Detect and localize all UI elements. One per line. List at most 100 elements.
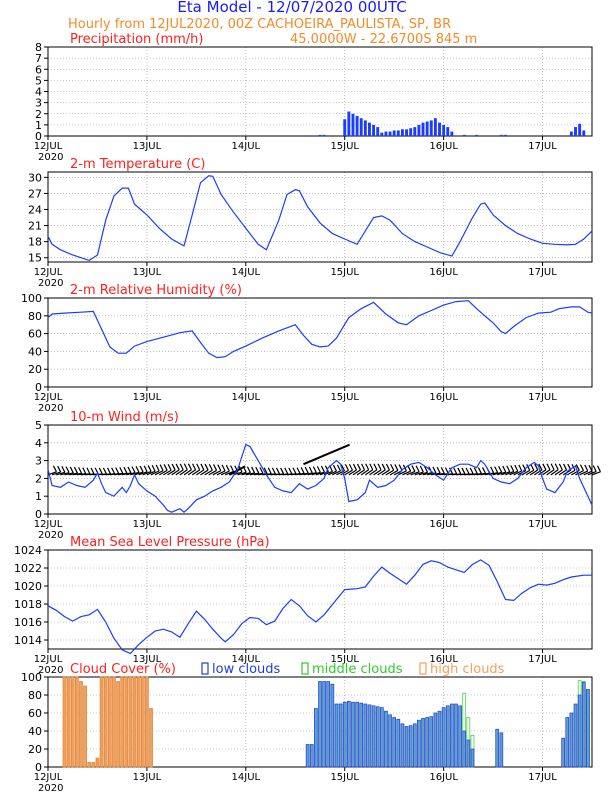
wind-barb-shaft bbox=[513, 470, 523, 476]
precip-bar bbox=[351, 113, 355, 136]
wind-barb-shaft bbox=[418, 471, 428, 476]
wind-barb-flag bbox=[361, 463, 366, 471]
wind-barb-flag bbox=[57, 465, 62, 473]
high-cloud-bar bbox=[62, 676, 67, 768]
low-cloud-bar bbox=[581, 682, 586, 768]
rh-series-line bbox=[47, 300, 593, 359]
wind-barb-flag bbox=[179, 463, 184, 471]
low-cloud-bar bbox=[318, 681, 322, 768]
wind-barb-flag bbox=[171, 463, 176, 471]
panel-mslp: 1014 1016 1018 1020 1022 1024 12JUL 13JUL 14JUL 1… bbox=[14, 535, 593, 676]
chart-title: Eta Model - 12/07/2020 00UTC bbox=[177, 0, 406, 16]
x-tick-label: 14JUL bbox=[232, 267, 261, 278]
wind-barb-shaft bbox=[315, 471, 325, 476]
low-cloud-bar bbox=[400, 723, 405, 768]
wind-barb-flag bbox=[284, 467, 289, 475]
x-tick-label: 17JUL bbox=[528, 654, 557, 665]
wind-barb-flag bbox=[221, 464, 226, 472]
wind-barb-flag bbox=[542, 463, 547, 471]
y-tick-label: 3 bbox=[35, 455, 42, 468]
x-tick-label: 16JUL bbox=[429, 392, 458, 403]
wind-barb-flag bbox=[251, 466, 256, 474]
panel-rh: 0 20 40 60 80 100 12JUL 13JUL 14JUL 15JUL 16JUL 17J… bbox=[21, 283, 593, 414]
wind-barb-shaft bbox=[554, 469, 563, 476]
low-cloud-bar bbox=[309, 744, 314, 768]
wind-barb-flag bbox=[65, 466, 70, 473]
plot-frame bbox=[47, 297, 593, 388]
high-cloud-bar bbox=[87, 762, 92, 768]
y-tick-label: 100 bbox=[21, 671, 42, 684]
wind-arrow bbox=[303, 443, 350, 466]
wind-barb-flag bbox=[135, 466, 140, 473]
low-cloud-bar bbox=[445, 705, 450, 768]
y-tick-label: 27 bbox=[28, 187, 42, 200]
y-tick-label: 5 bbox=[35, 74, 42, 87]
low-cloud-bar bbox=[355, 701, 359, 768]
y-tick-label: 5 bbox=[35, 419, 42, 432]
wind-barb-shaft bbox=[505, 470, 515, 476]
wind-barb-shaft bbox=[220, 470, 230, 476]
precip-bar bbox=[409, 128, 413, 136]
low-cloud-bar bbox=[379, 707, 384, 768]
wind-barb-shaft bbox=[224, 470, 234, 476]
wind-barb-shaft bbox=[187, 469, 196, 476]
wind-barb-flag bbox=[288, 467, 293, 475]
wind-barb-flag bbox=[259, 467, 264, 474]
panel-title: Cloud Cover (%) bbox=[70, 662, 176, 677]
y-tick-label: 80 bbox=[28, 689, 42, 702]
wind-barb-shaft bbox=[154, 470, 164, 476]
x-tick-label: 17JUL bbox=[528, 519, 557, 530]
y-tick-label: 1 bbox=[35, 490, 42, 503]
y-tick-label: 60 bbox=[28, 328, 42, 341]
wind-barb-shaft bbox=[398, 470, 407, 476]
wind-barb-flag bbox=[373, 463, 378, 471]
low-cloud-bar bbox=[363, 703, 368, 768]
wind-barb-flag bbox=[444, 467, 449, 474]
wind-barb-shaft bbox=[566, 469, 576, 476]
wind-barb-flag bbox=[304, 466, 309, 474]
wind-barb-shaft bbox=[216, 470, 226, 476]
wind-barb-flag bbox=[592, 465, 597, 472]
high-cloud-bar bbox=[83, 685, 87, 768]
wind-barb-shaft bbox=[529, 469, 539, 476]
y-tick-label: 60 bbox=[28, 707, 42, 720]
x-tick-label: 15JUL bbox=[330, 519, 359, 530]
plot-frame bbox=[47, 171, 593, 263]
y-tick-label: 3 bbox=[35, 97, 42, 110]
x-tick-label: 12JUL bbox=[34, 392, 63, 403]
wind-barb-shaft bbox=[414, 471, 424, 476]
wind-barb-flag bbox=[356, 463, 362, 471]
wind-barb-shaft bbox=[348, 469, 357, 476]
y-tick-label: 1014 bbox=[14, 634, 42, 647]
wind-barb-flag bbox=[465, 467, 470, 475]
low-cloud-bar bbox=[342, 701, 347, 768]
legend-label: high clouds bbox=[430, 662, 505, 677]
wind-barb-shaft bbox=[571, 469, 580, 476]
wind-barb-flag bbox=[498, 466, 503, 473]
wind-barb-shaft bbox=[249, 472, 259, 476]
precip-bar bbox=[392, 130, 396, 136]
low-cloud-bar bbox=[441, 707, 446, 768]
wind-barb-flag bbox=[316, 466, 321, 473]
wind-barb-flag bbox=[436, 466, 441, 474]
x-tick-label: 15JUL bbox=[330, 392, 359, 403]
y-tick-label: 21 bbox=[28, 220, 42, 233]
wind-barb-shaft bbox=[538, 469, 547, 476]
panel-title: 10-m Wind (m/s) bbox=[70, 410, 179, 425]
wind-barb-shaft bbox=[171, 469, 180, 476]
low-cloud-bar bbox=[437, 710, 442, 768]
legend-swatch bbox=[301, 662, 309, 675]
wind-barb-shaft bbox=[550, 469, 559, 476]
high-cloud-bar bbox=[136, 676, 141, 768]
wind-barb-flag bbox=[424, 466, 429, 473]
wind-barb-flag bbox=[255, 466, 260, 474]
low-cloud-bar bbox=[375, 706, 380, 768]
wind-barb-shaft bbox=[212, 470, 222, 476]
wind-barb-flag bbox=[510, 465, 515, 472]
wind-barb-shaft bbox=[381, 469, 390, 476]
low-cloud-bar bbox=[367, 704, 372, 768]
low-cloud-bar bbox=[322, 681, 326, 768]
x-tick-label: 13JUL bbox=[133, 392, 162, 403]
wind-barb-flag bbox=[477, 467, 482, 474]
